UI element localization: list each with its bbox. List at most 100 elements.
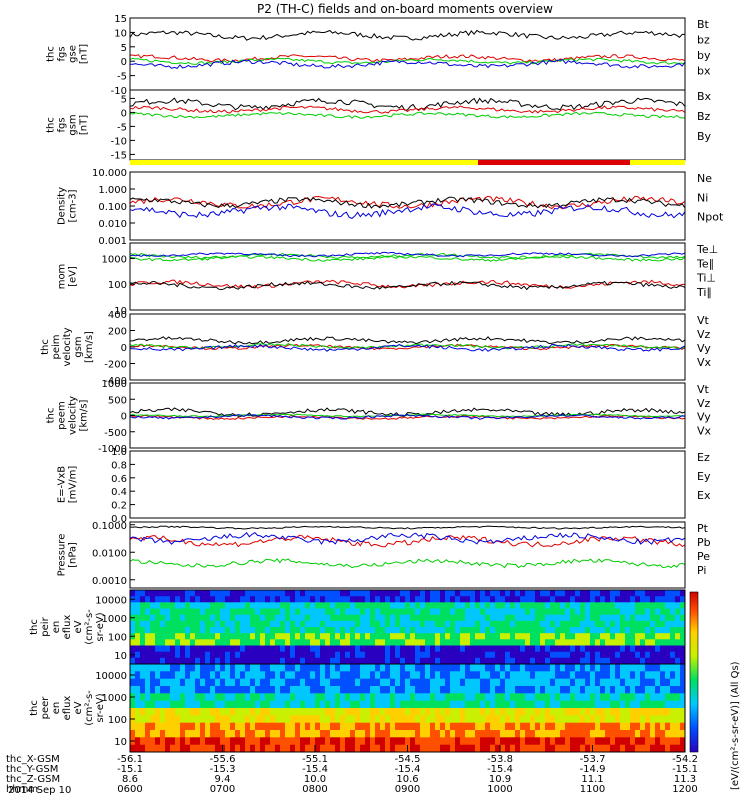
heat-cell: [530, 715, 536, 724]
heat-cell: [610, 708, 616, 716]
heat-cell: [565, 590, 571, 597]
heat-cell: [635, 645, 641, 653]
heat-cell: [490, 657, 496, 665]
heat-cell: [150, 633, 156, 640]
heat-cell: [460, 737, 466, 746]
heat-cell: [605, 693, 611, 702]
heat-cell: [625, 651, 631, 659]
heat-cell: [265, 686, 271, 694]
heat-cell: [330, 693, 336, 702]
x-row-label: thc_Z-GSM: [6, 774, 60, 785]
heat-cell: [250, 602, 256, 609]
heat-cell: [180, 744, 186, 753]
heat-cell: [585, 715, 591, 724]
heat-cell: [255, 645, 261, 653]
heat-cell: [590, 614, 596, 622]
heat-cell: [530, 608, 536, 616]
heat-cell: [445, 664, 451, 672]
x-row-value: -55.1: [302, 754, 328, 765]
heat-cell: [410, 730, 416, 738]
heat-cell: [605, 608, 611, 616]
heat-cell: [680, 596, 686, 603]
heat-cell: [350, 627, 356, 634]
heat-cell: [450, 730, 456, 738]
heat-cell: [220, 633, 226, 640]
heat-cell: [505, 700, 511, 709]
heat-cell: [450, 671, 456, 680]
heat-cell: [465, 664, 471, 672]
heat-cell: [160, 633, 166, 640]
heat-cell: [330, 671, 336, 680]
y-axis-label: en: [51, 621, 62, 634]
heat-cell: [360, 645, 366, 653]
heat-cell: [390, 737, 396, 746]
heat-cell: [480, 602, 486, 609]
heat-cell: [145, 627, 151, 634]
heat-cell: [490, 602, 496, 609]
heat-cell: [645, 722, 651, 731]
heat-cell: [380, 664, 386, 672]
heat-cell: [475, 614, 481, 622]
heat-cell: [515, 678, 521, 687]
heat-cell: [250, 737, 256, 746]
heat-cell: [345, 633, 351, 640]
heat-cell: [350, 708, 356, 716]
heat-cell: [530, 645, 536, 653]
heat-cell: [330, 596, 336, 603]
heat-cell: [275, 678, 281, 687]
heat-cell: [625, 737, 631, 746]
heat-cell: [485, 686, 491, 694]
heat-cell: [325, 700, 331, 709]
heat-cell: [590, 686, 596, 694]
heat-cell: [585, 602, 591, 609]
heat-cell: [495, 620, 501, 628]
heat-cell: [610, 614, 616, 622]
heat-cell: [575, 633, 581, 640]
heat-cell: [145, 614, 151, 622]
heat-cell: [530, 633, 536, 640]
heat-cell: [570, 664, 576, 672]
heat-cell: [630, 708, 636, 716]
heat-cell: [575, 627, 581, 634]
y-axis-label: [eV]: [68, 266, 79, 287]
heat-cell: [340, 730, 346, 738]
heat-cell: [310, 664, 316, 672]
legend-Te∥: Te∥: [696, 257, 714, 270]
heat-cell: [180, 708, 186, 716]
panel-frame: [129, 17, 686, 91]
heat-cell: [650, 678, 656, 687]
heat-cell: [525, 744, 531, 753]
heat-cell: [560, 744, 566, 753]
heat-cell: [415, 614, 421, 622]
heat-cell: [205, 627, 211, 634]
heat-cell: [615, 664, 621, 672]
heat-cell: [325, 608, 331, 616]
heat-cell: [280, 614, 286, 622]
heat-cell: [410, 722, 416, 731]
heat-cell: [315, 657, 321, 665]
heat-cell: [340, 614, 346, 622]
heat-cell: [620, 633, 626, 640]
heat-cell: [655, 614, 661, 622]
heat-cell: [450, 657, 456, 665]
heat-cell: [420, 614, 426, 622]
heat-cell: [215, 722, 221, 731]
heat-cell: [365, 686, 371, 694]
heat-cell: [440, 664, 446, 672]
heat-cell: [145, 620, 151, 628]
heat-cell: [355, 671, 361, 680]
x-row-value: -15.3: [210, 764, 236, 775]
heat-cell: [440, 657, 446, 665]
heat-cell: [345, 590, 351, 597]
heat-cell: [670, 590, 676, 597]
heat-cell: [325, 590, 331, 597]
heat-cell: [545, 608, 551, 616]
heat-cell: [210, 686, 216, 694]
heat-cell: [310, 678, 316, 687]
heat-cell: [600, 645, 606, 653]
heat-cell: [205, 602, 211, 609]
heat-cell: [290, 693, 296, 702]
heat-cell: [240, 651, 246, 659]
heat-cell: [240, 678, 246, 687]
heat-cell: [430, 671, 436, 680]
